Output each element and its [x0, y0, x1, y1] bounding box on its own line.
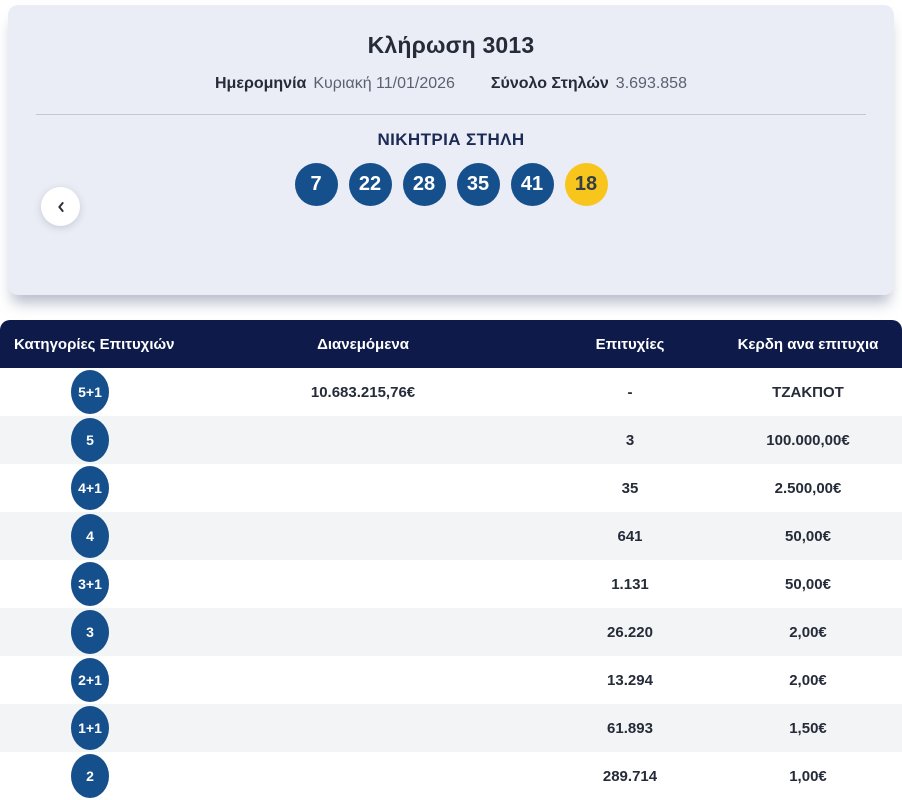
column-header: Επιτυχίες [595, 335, 665, 353]
date-value: Κυριακή 11/01/2026 [313, 75, 455, 92]
category-cell: 4+1 [0, 466, 180, 510]
date-label: Ημερομηνία [215, 75, 307, 92]
draw-summary-card: Κλήρωση 3013 Ημερομηνία Κυριακή 11/01/20… [8, 5, 894, 295]
table-row: 3+1 1.131 50,00€ [0, 560, 902, 608]
prize-cell: 2.500,00€ [774, 479, 842, 497]
wins-cell: 26.220 [607, 623, 653, 641]
category-cell: 5 [0, 418, 180, 462]
category-badge: 5+1 [71, 370, 109, 414]
table-row: 2 289.714 1,00€ [0, 752, 902, 800]
table-body: 5+1 10.683.215,76€ - ΤΖΑΚΠΟΤ 5 3 100.000,00€ 4+… [0, 368, 902, 800]
prize-cell: ΤΖΑΚΠΟΤ [772, 383, 844, 401]
previous-draw-button[interactable] [41, 187, 80, 226]
category-badge: 4+1 [71, 466, 109, 510]
wins-cell: 35 [621, 479, 639, 497]
category-badge: 1+1 [71, 706, 109, 750]
table-row: 5 3 100.000,00€ [0, 416, 902, 464]
prize-cell: 2,00€ [789, 623, 827, 641]
column-header: Κερδη ανα επιτυχια [737, 335, 879, 353]
category-badge: 3+1 [71, 562, 109, 606]
column-header: Κατηγορίες Επιτυχιών [14, 335, 175, 353]
prize-cell: 50,00€ [785, 575, 831, 593]
total-columns-value: 3.693.858 [615, 75, 687, 92]
category-cell: 1+1 [0, 706, 180, 750]
winning-number-ball: 28 [402, 163, 446, 206]
category-badge: 4 [71, 514, 109, 558]
category-badge: 2 [71, 754, 109, 798]
category-cell: 2 [0, 754, 180, 798]
total-columns: Σύνολο Στηλών 3.693.858 [491, 75, 687, 93]
wins-cell: 289.714 [602, 767, 658, 785]
table-header-row: Κατηγορίες Επιτυχιών Διανεμόμενα Επιτυχίες… [0, 320, 902, 368]
prize-cell: 50,00€ [785, 527, 831, 545]
table-row: 2+1 13.294 2,00€ [0, 656, 902, 704]
distributed-cell: 10.683.215,76€ [310, 383, 416, 401]
winning-column-title: ΝΙΚΗΤΡΙΑ ΣΤΗΛΗ [377, 130, 525, 149]
wins-cell: 3 [625, 431, 635, 449]
prize-cell: 100.000,00€ [766, 431, 850, 449]
winning-number-ball: 35 [456, 163, 500, 206]
category-cell: 3+1 [0, 562, 180, 606]
divider [36, 114, 866, 115]
page-title: Κλήρωση 3013 [367, 32, 535, 58]
wins-cell: 13.294 [607, 671, 653, 689]
category-badge: 3 [71, 610, 109, 654]
category-cell: 2+1 [0, 658, 180, 702]
category-cell: 3 [0, 610, 180, 654]
table-row: 4+1 35 2.500,00€ [0, 464, 902, 512]
winning-number-ball: 22 [348, 163, 392, 206]
wins-cell: - [627, 383, 633, 401]
winning-number-ball: 7 [294, 163, 338, 206]
total-columns-label: Σύνολο Στηλών [490, 75, 609, 92]
prize-cell: 1,50€ [789, 719, 827, 737]
prize-cell: 2,00€ [789, 671, 827, 689]
category-cell: 5+1 [0, 370, 180, 414]
winning-numbers: 7 22 28 35 41 18 [294, 163, 608, 206]
table-row: 3 26.220 2,00€ [0, 608, 902, 656]
column-header: Διανεμόμενα [317, 335, 409, 353]
results-table: Κατηγορίες Επιτυχιών Διανεμόμενα Επιτυχίες… [0, 320, 902, 800]
chevron-left-icon [53, 199, 69, 215]
bonus-number-ball: 18 [564, 163, 608, 206]
wins-cell: 1.131 [611, 575, 649, 593]
table-row: 1+1 61.893 1,50€ [0, 704, 902, 752]
winning-number-ball: 41 [510, 163, 554, 206]
draw-meta: Ημερομηνία Κυριακή 11/01/2026 Σύνολο Στη… [215, 75, 687, 93]
category-badge: 5 [71, 418, 109, 462]
table-row: 5+1 10.683.215,76€ - ΤΖΑΚΠΟΤ [0, 368, 902, 416]
wins-cell: 61.893 [607, 719, 653, 737]
wins-cell: 641 [617, 527, 643, 545]
table-row: 4 641 50,00€ [0, 512, 902, 560]
category-cell: 4 [0, 514, 180, 558]
draw-date: Ημερομηνία Κυριακή 11/01/2026 [215, 75, 455, 93]
prize-cell: 1,00€ [789, 767, 827, 785]
category-badge: 2+1 [71, 658, 109, 702]
